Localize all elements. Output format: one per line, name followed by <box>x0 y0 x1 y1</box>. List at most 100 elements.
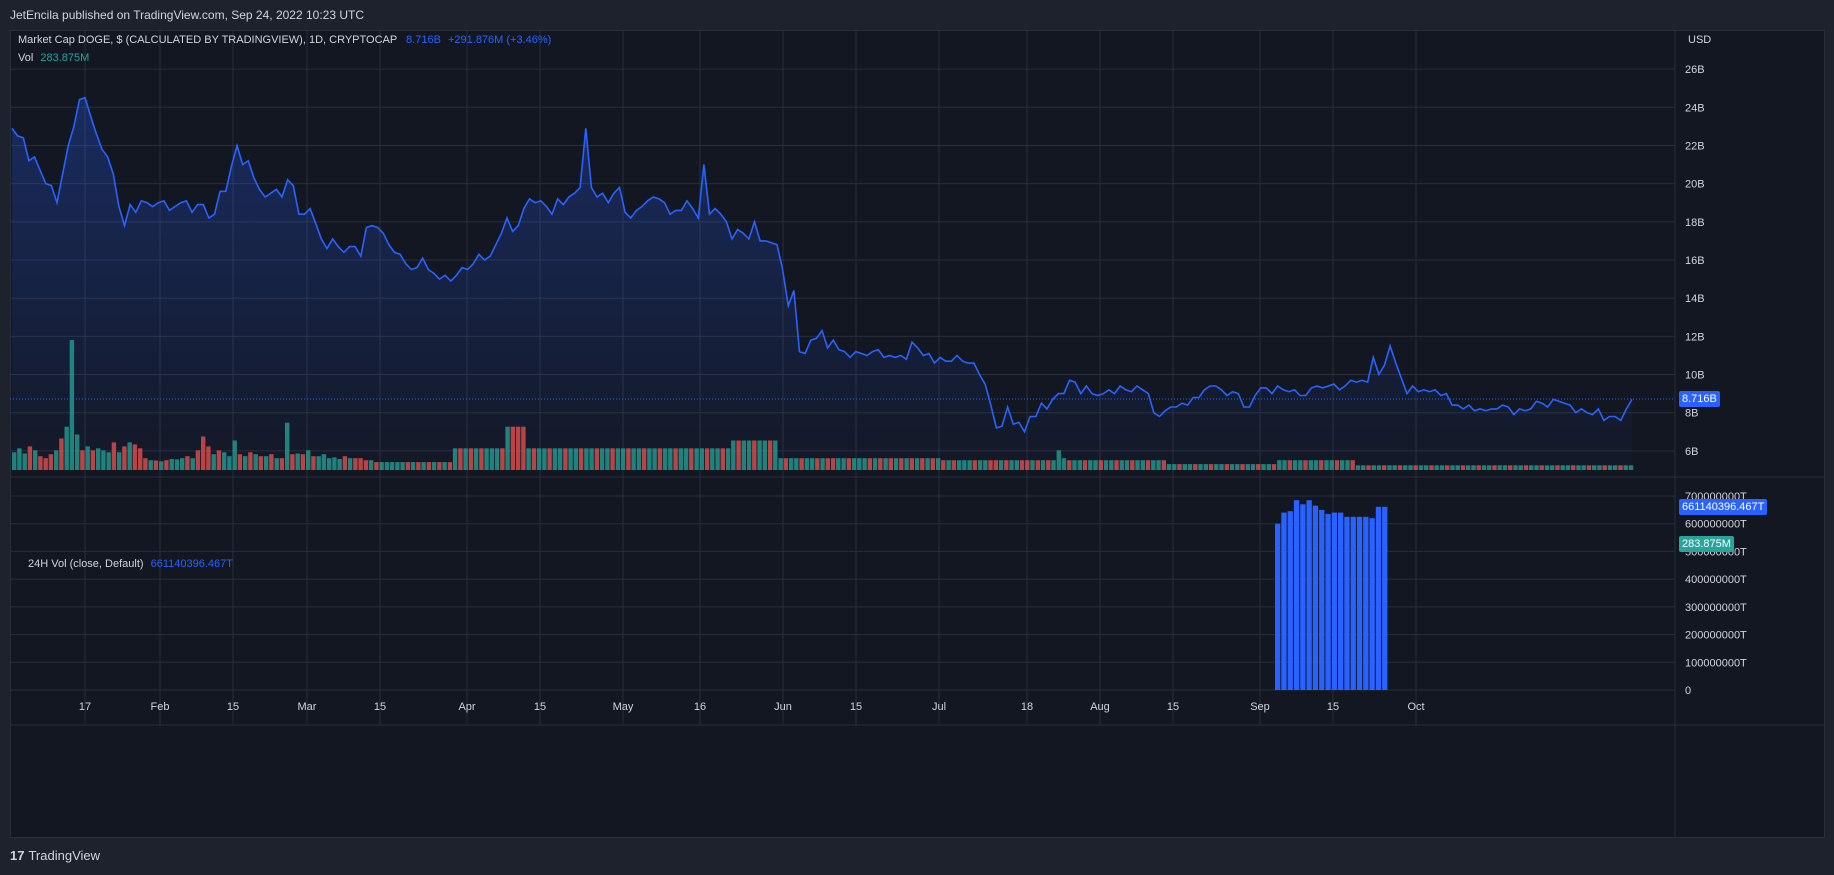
volume-bar <box>437 462 442 470</box>
indicator-legend: 24H Vol (close, Default) 661140396.467T <box>28 558 233 570</box>
volume-bar <box>85 446 90 470</box>
time-tick-label: Jun <box>774 701 792 713</box>
volume-bar <box>998 460 1004 470</box>
volume-bar <box>384 462 390 470</box>
volume-bar <box>12 452 17 470</box>
volume-bar <box>468 448 474 470</box>
volume-bar <box>342 456 348 470</box>
volume-bar <box>1072 460 1077 470</box>
volume-bar <box>846 458 851 470</box>
volume-bar <box>552 448 558 470</box>
volume-bar <box>489 448 495 470</box>
price-tag: 8.716B <box>1679 391 1720 408</box>
volume-bar <box>321 454 327 470</box>
indicator-bar <box>1306 500 1312 690</box>
volume-bar <box>673 448 678 470</box>
volume-bar <box>54 450 59 470</box>
volume-bar <box>1571 465 1576 470</box>
volume-bar <box>1319 460 1324 470</box>
volume-bar <box>1203 464 1208 470</box>
volume-bar <box>1534 465 1539 470</box>
volume-bar <box>531 448 537 470</box>
volume-bar <box>1602 465 1607 470</box>
time-tick-label: Sep <box>1250 701 1270 713</box>
volume-bar <box>347 458 353 470</box>
volume-bar <box>1529 465 1534 470</box>
volume-bar <box>269 454 274 470</box>
volume-bar <box>699 448 704 470</box>
volume-bar <box>767 440 773 470</box>
volume-bar <box>689 448 694 470</box>
volume-bar <box>1565 465 1571 470</box>
volume-bar <box>1403 465 1408 470</box>
volume-bar <box>285 422 290 470</box>
volume-bar <box>594 448 600 470</box>
main-legend: Market Cap DOGE, $ (CALCULATED BY TRADIN… <box>18 34 551 46</box>
volume-bar <box>405 462 411 470</box>
volume-bar <box>1518 465 1523 470</box>
volume-bar <box>75 434 80 470</box>
volume-bar <box>1261 464 1266 470</box>
chart-canvas[interactable]: 6B 8B 10B 12B 14B 16B 18B 20B 22B 24B 26B 17 Feb 15 Ma… <box>10 30 1825 838</box>
volume-bar <box>615 448 621 470</box>
volume-bar <box>374 462 379 470</box>
volume-bar <box>306 450 311 470</box>
volume-bar <box>484 448 489 470</box>
volume-bar <box>1282 460 1287 470</box>
indicator-bar <box>1338 512 1344 690</box>
volume-bar <box>1166 464 1172 470</box>
volume-bar <box>1093 460 1098 470</box>
volume-bar <box>248 452 253 470</box>
indicator-bar <box>1319 509 1325 690</box>
volume-bar <box>794 458 799 470</box>
volume-bar <box>274 458 279 470</box>
volume-bar <box>1413 465 1418 470</box>
volume-bar <box>1513 465 1518 470</box>
volume-bar <box>400 462 405 470</box>
volume-bar <box>1140 460 1145 470</box>
volume-bar <box>379 462 384 470</box>
tradingview-logo-icon: 17 <box>10 848 25 863</box>
vol-value: 283.875M <box>40 52 90 64</box>
volume-bar <box>500 448 505 470</box>
volume-bar <box>1208 464 1214 470</box>
volume-bar <box>683 448 689 470</box>
volume-bar <box>988 460 993 470</box>
volume-bar <box>353 458 358 470</box>
volume-bar <box>48 454 54 470</box>
volume-bar <box>773 440 778 470</box>
volume-bar <box>1313 460 1319 470</box>
volume-bar <box>1613 465 1618 470</box>
price-tick-label: 8B <box>1685 408 1698 420</box>
time-tick-label: 15 <box>374 701 386 713</box>
volume-bar <box>967 460 972 470</box>
volume-bar <box>1592 465 1597 470</box>
indicator-bar <box>1356 516 1363 690</box>
volume-bar <box>1560 465 1565 470</box>
volume-bar <box>143 458 148 470</box>
volume-bar <box>704 448 710 470</box>
volume-bar <box>631 448 636 470</box>
volume-bar <box>264 456 269 470</box>
price-line <box>11 96 1633 434</box>
volume-bar <box>1450 465 1455 470</box>
volume-bar <box>473 448 479 470</box>
volume-bar <box>458 448 463 470</box>
volume-bar <box>505 426 510 470</box>
volume-bar <box>636 448 642 470</box>
footer-brand[interactable]: 17 TradingView <box>10 848 100 863</box>
volume-bar <box>584 448 589 470</box>
volume-bar <box>90 450 96 470</box>
volume-bar <box>169 459 174 470</box>
volume-bar <box>841 458 846 470</box>
volume-bar <box>311 456 316 470</box>
volume-bar <box>463 448 468 470</box>
price-area-fill <box>12 97 1632 470</box>
volume-bar <box>762 440 767 470</box>
indicator-label: 24H Vol (close, Default) <box>28 558 144 570</box>
volume-bar <box>253 454 258 470</box>
indicator-tick-label: 600000000T <box>1685 519 1747 531</box>
volume-bar <box>1371 465 1376 470</box>
price-tick-label: 6B <box>1685 446 1698 458</box>
volume-bar <box>1271 464 1277 470</box>
